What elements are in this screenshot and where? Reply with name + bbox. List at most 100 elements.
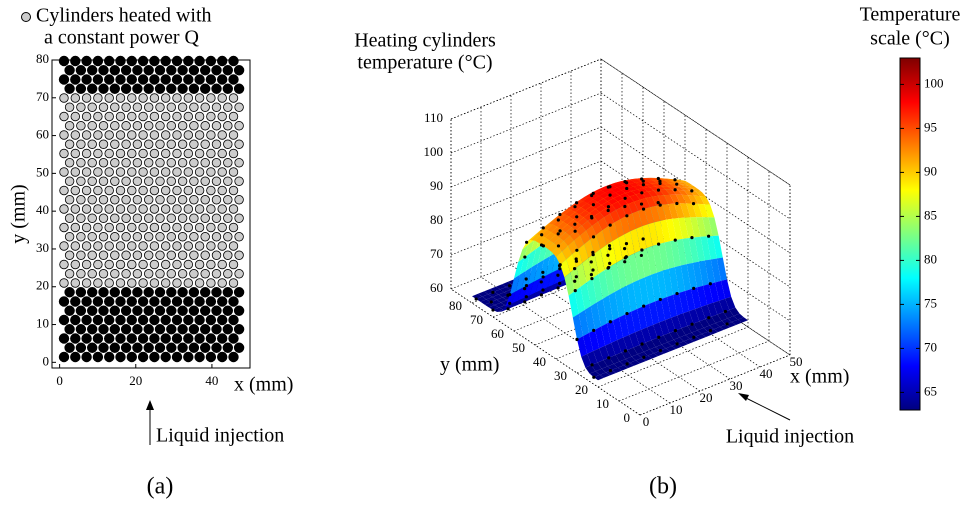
- y-axis-label: y (mm): [440, 354, 499, 376]
- cylinder: [149, 74, 160, 85]
- surface-patch: [560, 209, 571, 215]
- heated-cylinder: [93, 111, 103, 122]
- surface-patch: [737, 317, 748, 323]
- surface-patch: [644, 207, 655, 225]
- sensor-dot: [708, 282, 712, 286]
- cylinder: [183, 55, 194, 67]
- surface-patch: [643, 178, 654, 182]
- heated-cylinder: [172, 204, 182, 214]
- surface-patch: [687, 185, 698, 189]
- surface-patch: [524, 239, 535, 258]
- cylinder: [137, 333, 149, 344]
- heated-cylinder: [64, 213, 75, 223]
- sensor-dot: [541, 275, 545, 279]
- surface-patch: [697, 285, 708, 307]
- surface-patch: [593, 348, 604, 363]
- surface-patch: [677, 181, 688, 186]
- surface-patch: [629, 194, 640, 202]
- cylinder: [92, 351, 104, 363]
- sensor-dot: [556, 218, 560, 222]
- surface-patch: [526, 248, 537, 271]
- z-title: Heating cylinders: [354, 30, 496, 52]
- surface-patch: [569, 230, 580, 241]
- surface-patch: [691, 330, 702, 337]
- heated-cylinder: [143, 250, 154, 260]
- surface-patch: [691, 287, 702, 309]
- heated-cylinder: [206, 185, 216, 196]
- sensor-dot: [607, 356, 611, 360]
- heated-cylinder: [59, 204, 69, 214]
- sensor-dot: [624, 241, 629, 246]
- heated-cylinder: [110, 139, 120, 149]
- heated-cylinder: [132, 232, 143, 242]
- surface-patch: [615, 190, 626, 196]
- surface-patch: [619, 314, 630, 338]
- surface-patch: [628, 201, 639, 214]
- heated-cylinder: [121, 139, 131, 149]
- grid-line: [450, 126, 602, 188]
- heated-cylinder: [76, 121, 86, 131]
- surface-patch: [596, 298, 607, 327]
- heated-cylinder: [166, 269, 177, 279]
- surface-patch: [666, 218, 677, 242]
- x-tick-label: 20: [129, 373, 142, 388]
- cylinder: [183, 314, 194, 326]
- surface-patch: [623, 334, 634, 351]
- surface-patch: [583, 332, 594, 354]
- cylinder: [70, 74, 81, 85]
- surface-patch: [659, 189, 670, 196]
- cylinder: [132, 65, 143, 76]
- cylinder: [86, 342, 98, 353]
- heated-cylinder: [160, 167, 171, 177]
- surface-patch: [721, 318, 732, 325]
- surface-patch: [707, 329, 718, 335]
- colorbar-tick-label: 65: [924, 383, 937, 398]
- cylinder: [81, 314, 92, 326]
- surface-patch: [533, 259, 544, 282]
- heated-cylinder: [70, 130, 81, 140]
- surface-patch: [697, 327, 708, 335]
- surface-patch: [677, 189, 688, 196]
- sensor-dot: [573, 222, 577, 226]
- heated-cylinder: [76, 102, 86, 112]
- surface-patch: [633, 185, 644, 190]
- heated-cylinder: [160, 130, 171, 140]
- surface-patch: [607, 185, 618, 190]
- surface-patch: [643, 303, 654, 328]
- heated-cylinder: [115, 93, 126, 103]
- surface-patch: [680, 264, 691, 291]
- cylinder: [233, 324, 245, 335]
- surface-patch: [567, 219, 578, 228]
- cylinder: [70, 333, 81, 344]
- surface-patch: [600, 245, 611, 271]
- surface-patch: [637, 188, 648, 193]
- heated-cylinder: [110, 213, 120, 223]
- heated-cylinder: [138, 241, 148, 251]
- heated-cylinder: [155, 139, 165, 149]
- heated-cylinder: [211, 232, 222, 242]
- heated-cylinder: [172, 259, 182, 270]
- heated-cylinder: [127, 185, 137, 196]
- surface-patch: [727, 316, 738, 323]
- heated-cylinder: [155, 102, 165, 112]
- surface-patch: [620, 216, 631, 235]
- heated-cylinder: [166, 158, 177, 168]
- surface-patch: [725, 322, 736, 328]
- heated-cylinder: [59, 93, 69, 103]
- surface-patch: [526, 234, 537, 243]
- cylinder: [64, 83, 75, 94]
- cylinder: [154, 342, 166, 353]
- surface-patch: [682, 238, 693, 265]
- cylinder: [149, 314, 160, 326]
- y-tick-label: 80: [36, 51, 49, 66]
- heated-cylinder: [76, 269, 86, 279]
- heated-cylinder: [64, 269, 75, 279]
- sensor-dot: [558, 281, 562, 285]
- heated-cylinder: [59, 278, 69, 288]
- heated-cylinder: [228, 241, 239, 251]
- cylinder: [194, 55, 205, 67]
- surface-patch: [664, 241, 675, 269]
- sensor-dot: [641, 207, 646, 211]
- surface-patch: [586, 278, 597, 307]
- cylinder: [222, 287, 234, 298]
